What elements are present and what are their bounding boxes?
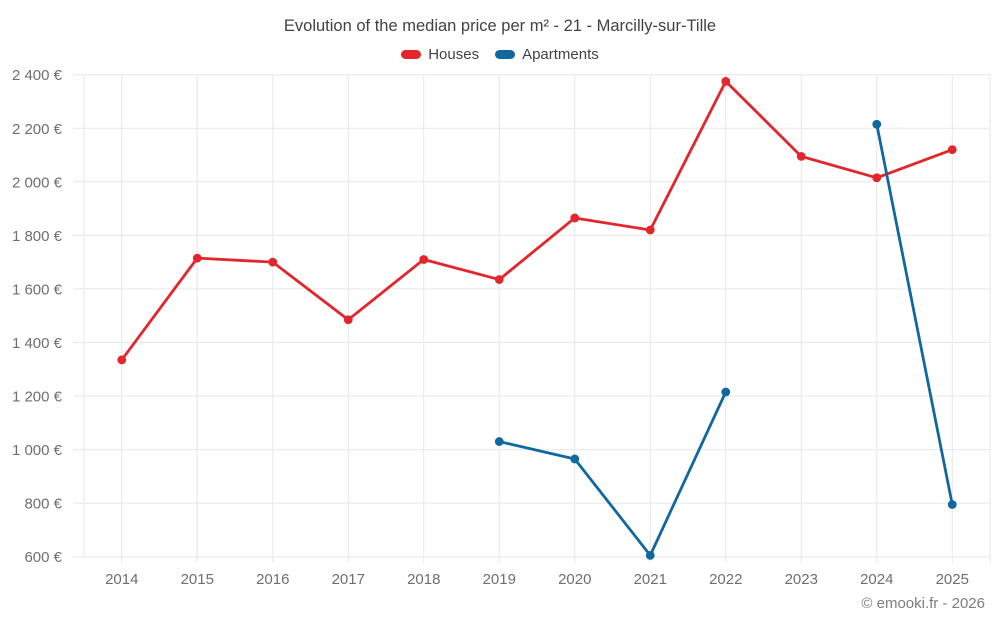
data-point-houses-2021[interactable] bbox=[645, 225, 655, 235]
series-line-houses bbox=[120, 79, 953, 361]
data-point-houses-2015[interactable] bbox=[192, 253, 202, 263]
chart-title: Evolution of the median price per m² - 2… bbox=[283, 17, 717, 35]
legend-swatch-apartments bbox=[495, 50, 516, 59]
data-point-houses-2014[interactable] bbox=[117, 355, 127, 365]
legend-label: Apartments bbox=[522, 46, 599, 63]
y-tick-label: 2 000 € bbox=[12, 174, 63, 191]
x-tick-label: 2014 bbox=[105, 571, 138, 588]
x-tick-label: 2022 bbox=[709, 571, 742, 588]
legend-label: Houses bbox=[428, 46, 480, 63]
x-tick-label: 2024 bbox=[860, 571, 893, 588]
y-tick-label: 1 800 € bbox=[12, 228, 63, 245]
data-point-houses-2024[interactable] bbox=[872, 173, 882, 183]
data-point-houses-2023[interactable] bbox=[796, 151, 806, 161]
y-tick-label: 2 200 € bbox=[12, 121, 63, 138]
x-tick-label: 2015 bbox=[181, 571, 214, 588]
data-point-houses-2016[interactable] bbox=[268, 257, 278, 267]
x-tick-label: 2017 bbox=[332, 571, 365, 588]
data-point-apartments-2019[interactable] bbox=[494, 437, 504, 446]
legend-item-houses[interactable]: Houses bbox=[401, 46, 479, 63]
y-tick-label: 1 000 € bbox=[12, 442, 63, 459]
series-line-apartments bbox=[875, 123, 954, 505]
data-point-apartments-2024[interactable] bbox=[872, 119, 882, 129]
x-tick-label: 2018 bbox=[407, 571, 440, 588]
legend-item-apartments[interactable]: Apartments bbox=[495, 46, 599, 63]
chart-legend: Houses Apartments bbox=[0, 46, 1000, 63]
data-point-apartments-2022[interactable] bbox=[721, 387, 731, 397]
data-point-houses-2020[interactable] bbox=[570, 213, 580, 223]
x-tick-label: 2021 bbox=[634, 571, 667, 588]
data-point-houses-2018[interactable] bbox=[419, 255, 429, 264]
data-point-apartments-2020[interactable] bbox=[570, 454, 580, 464]
x-tick-label: 2025 bbox=[936, 571, 969, 588]
y-tick-label: 1 600 € bbox=[12, 281, 63, 298]
y-tick-label: 600 € bbox=[24, 549, 62, 566]
data-point-houses-2022[interactable] bbox=[721, 76, 731, 86]
data-point-houses-2019[interactable] bbox=[494, 275, 504, 284]
y-tick-label: 1 400 € bbox=[12, 335, 63, 352]
x-tick-label: 2023 bbox=[785, 571, 818, 588]
y-tick-label: 800 € bbox=[24, 496, 62, 513]
copyright-footer: © emooki.fr - 2026 bbox=[861, 595, 985, 612]
series-line-apartments bbox=[498, 391, 728, 557]
x-tick-label: 2019 bbox=[483, 571, 516, 588]
y-tick-label: 2 400 € bbox=[12, 67, 63, 84]
y-tick-label: 1 200 € bbox=[12, 389, 63, 406]
x-tick-label: 2020 bbox=[558, 571, 591, 588]
x-tick-label: 2016 bbox=[256, 571, 289, 588]
legend-swatch-houses bbox=[401, 50, 422, 59]
data-point-apartments-2025[interactable] bbox=[947, 500, 957, 509]
data-point-apartments-2021[interactable] bbox=[645, 550, 655, 560]
data-point-houses-2025[interactable] bbox=[947, 145, 957, 155]
data-point-houses-2017[interactable] bbox=[343, 315, 353, 325]
